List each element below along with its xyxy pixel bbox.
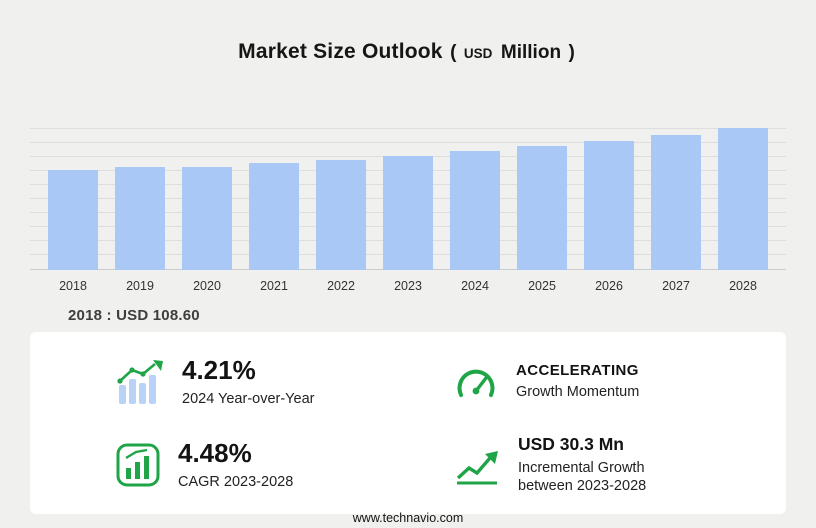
stat-momentum: ACCELERATING Growth Momentum — [408, 340, 786, 423]
title-text: Market Size Outlook — [238, 40, 443, 63]
bar-column: 2018 — [48, 124, 98, 293]
bar-2027 — [651, 135, 701, 270]
x-tick-label: 2018 — [59, 279, 87, 293]
x-tick-label: 2027 — [662, 279, 690, 293]
bar-chart-trend-icon — [116, 359, 164, 405]
bar-2028 — [718, 128, 768, 270]
growth-arrow-icon — [454, 444, 500, 486]
bar-chart: 2018 2019 2020 2021 2022 2023 2024 2025 2026 2027… — [30, 124, 786, 293]
bar-2019 — [115, 167, 165, 270]
stat-yoy-label: 2024 Year-over-Year — [182, 390, 315, 407]
bar-column: 2019 — [115, 124, 165, 293]
bar-2020 — [182, 167, 232, 270]
x-tick-label: 2022 — [327, 279, 355, 293]
bar-column: 2028 — [718, 124, 768, 293]
title-unit-currency: USD — [463, 46, 493, 61]
bar-column: 2021 — [249, 124, 299, 293]
base-year-value: 2018 : USD 108.60 — [68, 307, 200, 324]
x-tick-label: 2019 — [126, 279, 154, 293]
gridline — [30, 128, 786, 129]
stat-cagr: 4.48% CAGR 2023-2028 — [30, 423, 408, 506]
speedometer-icon — [454, 362, 498, 402]
bar-2022 — [316, 160, 366, 270]
bar-2023 — [383, 156, 433, 270]
x-tick-label: 2024 — [461, 279, 489, 293]
stat-momentum-value: ACCELERATING — [516, 361, 639, 379]
x-tick-label: 2028 — [729, 279, 757, 293]
bar-column: 2023 — [383, 124, 433, 293]
bar-2021 — [249, 163, 299, 270]
x-tick-label: 2021 — [260, 279, 288, 293]
x-tick-label: 2026 — [595, 279, 623, 293]
bar-column: 2027 — [651, 124, 701, 293]
bar-column: 2022 — [316, 124, 366, 293]
stat-cagr-value: 4.48% — [178, 437, 252, 468]
bar-2018 — [48, 170, 98, 270]
stat-cagr-label: CAGR 2023-2028 — [178, 473, 294, 490]
bar-column: 2026 — [584, 124, 634, 293]
stat-yoy-value: 4.21% — [182, 354, 256, 385]
gridline — [30, 142, 786, 143]
footer-url: www.technavio.com — [352, 511, 464, 525]
boxed-bar-chart-icon — [116, 443, 160, 487]
bar-column: 2020 — [182, 124, 232, 293]
stats-panel: 4.21% 2024 Year-over-Year ACCELERATING G… — [30, 332, 786, 514]
stat-yoy: 4.21% 2024 Year-over-Year — [30, 340, 408, 423]
title-unit-scale: Million — [500, 42, 562, 63]
page-title: Market Size Outlook ( USD Million ) — [0, 40, 816, 64]
stat-incremental: USD 30.3 Mn Incremental Growth between 2… — [408, 423, 786, 506]
stat-incremental-label: Incremental Growth between 2023-2028 — [518, 459, 647, 494]
title-paren-open: ( — [450, 42, 457, 63]
bar-2024 — [450, 151, 500, 270]
bar-2026 — [584, 141, 634, 270]
stat-momentum-label: Growth Momentum — [516, 383, 640, 400]
x-tick-label: 2025 — [528, 279, 556, 293]
stat-incremental-value: USD 30.3 Mn — [518, 433, 624, 454]
bar-column: 2024 — [450, 124, 500, 293]
x-tick-label: 2020 — [193, 279, 221, 293]
bar-column: 2025 — [517, 124, 567, 293]
title-paren-close: ) — [568, 42, 575, 63]
bar-2025 — [517, 146, 567, 270]
x-tick-label: 2023 — [394, 279, 422, 293]
bars-container: 2018 2019 2020 2021 2022 2023 2024 2025 2026 2027… — [30, 124, 786, 293]
